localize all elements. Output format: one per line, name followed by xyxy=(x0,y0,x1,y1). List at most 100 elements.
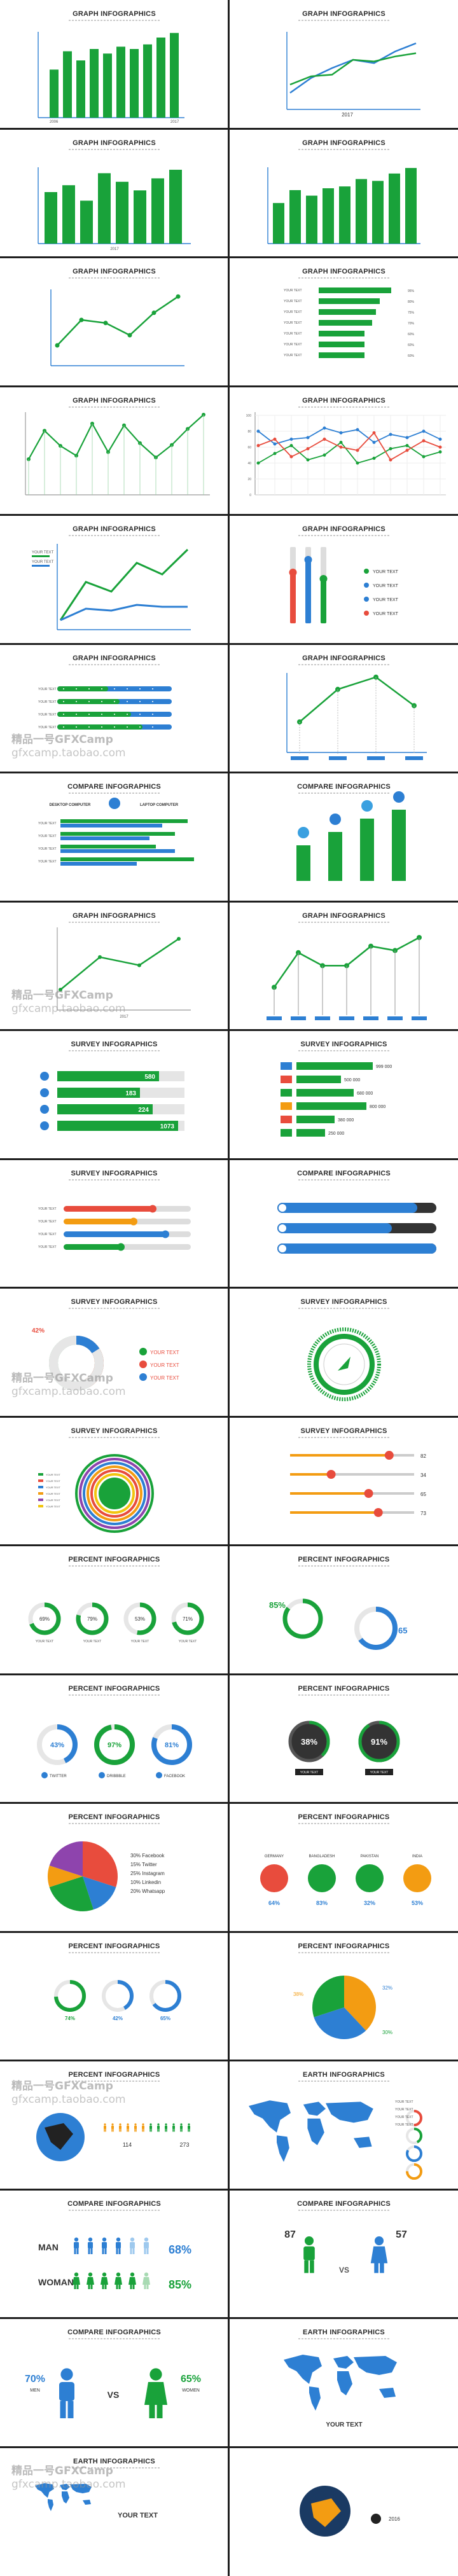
data-label: YOUR TEXT xyxy=(370,1771,389,1775)
map-landmass xyxy=(277,2135,289,2162)
watermark-text: 精品一号GFXCamp xyxy=(11,2080,113,2093)
person-icon xyxy=(180,2126,183,2129)
person-icon xyxy=(88,2283,90,2289)
infographic-panel: PERCENT INFOGRAPHICS 114 273 xyxy=(0,2061,228,2189)
data-label: YOUR TEXT xyxy=(83,1640,102,1644)
data-point xyxy=(422,455,426,459)
bar-dot xyxy=(88,714,90,715)
panel-graphic: 114 273 xyxy=(36,2113,190,2161)
person-icon xyxy=(188,2126,190,2129)
panel-graphic xyxy=(267,935,427,1020)
bar-knob xyxy=(130,1217,137,1226)
data-point xyxy=(323,426,326,430)
panel-title: GRAPH INFOGRAPHICS xyxy=(302,268,385,275)
x-tag xyxy=(405,756,423,760)
panel-graphic: YOUR TEXT xyxy=(284,2355,397,2428)
bar xyxy=(76,60,85,118)
data-label: 25% Instagram xyxy=(130,1871,165,1876)
bar-dot xyxy=(63,714,64,715)
bar xyxy=(143,44,152,118)
map-landmass xyxy=(307,2118,324,2145)
subtitle-placeholder xyxy=(298,793,390,794)
series-line xyxy=(59,548,189,621)
data-label: YOUR TEXT xyxy=(179,1640,197,1644)
bar xyxy=(356,179,367,244)
data-label: 57 xyxy=(396,2229,407,2240)
flag-icon xyxy=(281,1062,292,1070)
series-line xyxy=(258,441,441,464)
x-tag xyxy=(315,1016,330,1020)
ring-value xyxy=(282,1598,323,1639)
map-landmass xyxy=(354,2356,397,2375)
map-landmass xyxy=(379,2388,396,2398)
data-point xyxy=(368,943,373,949)
panel-title: GRAPH INFOGRAPHICS xyxy=(302,10,385,18)
data-point xyxy=(306,458,310,462)
person-icon xyxy=(116,2283,118,2289)
person-icon xyxy=(172,2126,175,2129)
data-point xyxy=(176,294,181,299)
person-icon xyxy=(165,2129,166,2132)
panel-title: SURVEY INFOGRAPHICS xyxy=(300,1298,387,1306)
bar xyxy=(60,845,156,848)
ring-value xyxy=(358,1721,400,1762)
social-icon xyxy=(330,814,341,825)
person-icon xyxy=(304,2236,314,2246)
panel-title: GRAPH INFOGRAPHICS xyxy=(73,912,156,920)
panel-graphic: 580 183 224 1073 xyxy=(40,1071,184,1131)
data-label: 65 xyxy=(398,1626,407,1635)
watermark-text: gfxcamp.taobao.com xyxy=(11,747,126,759)
data-point xyxy=(339,445,343,449)
legend-swatch xyxy=(38,1473,43,1476)
subtitle-placeholder xyxy=(68,1437,160,1438)
ring-value xyxy=(79,1458,150,1529)
flag-icon xyxy=(403,1864,431,1892)
person-icon xyxy=(128,2129,129,2132)
map-landmass xyxy=(62,2491,69,2503)
data-label: 20% Whatsapp xyxy=(130,1888,165,1894)
person-icon xyxy=(374,2236,384,2246)
data-point xyxy=(405,448,409,452)
bar-dot xyxy=(63,726,64,728)
person-icon xyxy=(143,2129,144,2132)
x-tag xyxy=(291,1016,306,1020)
person-icon xyxy=(165,2123,167,2126)
watermark-text: 精品一号GFXCamp xyxy=(11,1372,113,1385)
data-point xyxy=(289,444,293,447)
infographic-panel: GRAPH INFOGRAPHICS 2017 xyxy=(230,0,458,128)
subtitle-placeholder xyxy=(68,535,160,536)
person-icon xyxy=(144,2272,149,2277)
data-label: VS xyxy=(108,2390,120,2400)
panel-title: GRAPH INFOGRAPHICS xyxy=(302,397,385,405)
data-label: DRIBBBLE xyxy=(107,1775,126,1778)
data-label: 2017 xyxy=(110,247,119,251)
person-icon xyxy=(88,2248,90,2254)
person-icon xyxy=(119,2129,120,2132)
subtitle-placeholder xyxy=(298,277,390,279)
infographic-panel: COMPARE INFOGRAPHICS 87 57 VS xyxy=(230,2190,458,2318)
bar xyxy=(169,169,182,244)
infographic-panel: GRAPH INFOGRAPHICS 0 20 40 60 80 100 xyxy=(230,387,458,515)
panel-graphic: GERMANY 64% BANGLADESH 83% PAKISTAN 32% INDIA 5… xyxy=(260,1855,431,1906)
person-icon xyxy=(172,2129,174,2132)
subtitle-placeholder xyxy=(298,20,390,21)
bar xyxy=(60,862,137,866)
legend-dot xyxy=(139,1361,147,1368)
data-label: YOUR TEXT xyxy=(32,551,54,555)
bar xyxy=(319,309,376,315)
data-label: YOUR TEXT xyxy=(38,1245,57,1249)
person-icon xyxy=(144,2382,167,2405)
data-point xyxy=(289,455,293,459)
panel-graphic: 0 20 40 60 80 100 xyxy=(246,412,446,497)
panel-title: EARTH INFOGRAPHICS xyxy=(303,2071,385,2079)
legend-dot xyxy=(364,569,369,574)
x-tag xyxy=(291,756,309,760)
legend-dot xyxy=(364,611,369,616)
infographic-panel: SURVEY INFOGRAPHICS 42% YOUR TEXT YOUR TEXT… xyxy=(0,1288,228,1416)
person-icon xyxy=(156,2401,163,2418)
panel-graphic: 74% 42% 65% xyxy=(54,1980,181,2021)
data-label: 250 000 xyxy=(328,1132,344,1136)
data-label: 91% xyxy=(371,1737,387,1747)
data-label: 95% xyxy=(408,289,415,293)
